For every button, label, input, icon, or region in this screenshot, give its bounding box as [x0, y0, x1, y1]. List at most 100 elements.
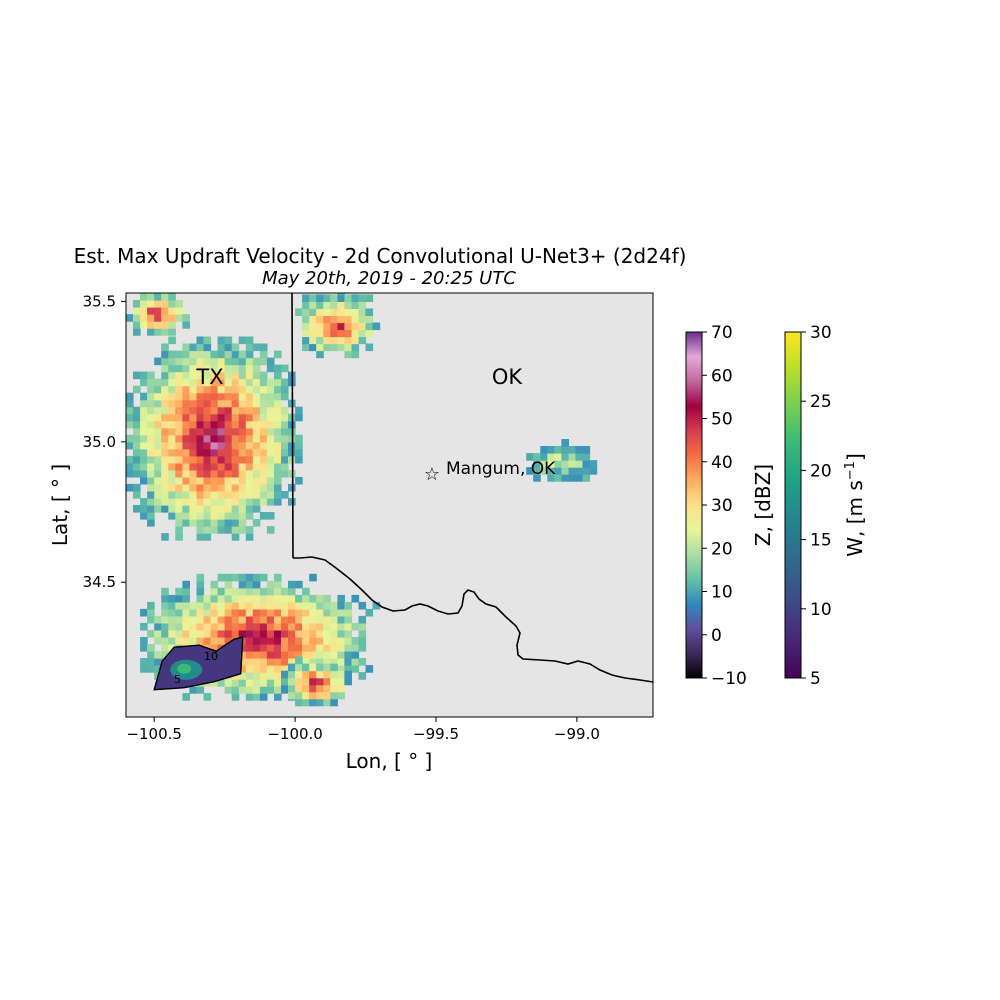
- reflectivity-pixel: [210, 679, 219, 687]
- reflectivity-pixel: [365, 343, 374, 352]
- reflectivity-pixel: [252, 392, 261, 401]
- reflectivity-pixel: [161, 441, 169, 450]
- reflectivity-pixel: [224, 580, 233, 589]
- reflectivity-pixel: [196, 637, 205, 645]
- reflectivity-pixel: [168, 420, 176, 429]
- reflectivity-pixel: [330, 315, 338, 324]
- reflectivity-pixel: [302, 670, 310, 679]
- reflectivity-pixel: [210, 469, 219, 478]
- reflectivity-pixel: [316, 322, 324, 331]
- reflectivity-pixel: [295, 406, 303, 415]
- reflectivity-pixel: [231, 519, 240, 527]
- reflectivity-pixel: [266, 420, 275, 429]
- reflectivity-pixel: [547, 460, 555, 468]
- reflectivity-pixel: [231, 455, 240, 464]
- reflectivity-pixel: [154, 293, 162, 301]
- reflectivity-pixel: [154, 406, 162, 415]
- reflectivity-pixel: [196, 491, 205, 499]
- reflectivity-pixel: [259, 406, 268, 415]
- reflectivity-pixel: [210, 580, 219, 589]
- reflectivity-pixel: [316, 308, 324, 316]
- star-marker: ☆: [424, 464, 440, 485]
- reflectivity-pixel: [365, 294, 374, 302]
- reflectivity-pixel: [323, 308, 331, 316]
- reflectivity-pixel: [182, 343, 190, 352]
- reflectivity-pixel: [330, 670, 338, 679]
- reflectivity-pixel: [217, 594, 226, 603]
- reflectivity-pixel: [175, 385, 183, 394]
- reflectivity-pixel: [126, 434, 134, 443]
- reflectivity-pixel: [133, 469, 141, 478]
- reflectivity-pixel: [224, 587, 233, 596]
- reflectivity-pixel: [309, 315, 317, 324]
- reflectivity-pixel: [133, 441, 141, 450]
- reflectivity-pixel: [245, 526, 254, 534]
- reflectivity-pixel: [330, 644, 338, 652]
- reflectivity-pixel: [330, 622, 338, 631]
- reflectivity-pixel: [337, 670, 345, 679]
- reflectivity-pixel: [575, 453, 584, 461]
- reflectivity-pixel: [323, 644, 331, 652]
- reflectivity-pixel: [281, 587, 289, 596]
- reflectivity-pixel: [154, 476, 162, 485]
- reflectivity-pixel: [330, 658, 338, 666]
- reflectivity-pixel: [126, 455, 134, 464]
- reflectivity-pixel: [252, 448, 261, 457]
- reflectivity-pixel: [154, 427, 162, 436]
- reflectivity-pixel: [351, 308, 360, 316]
- y-axis: 34.5 35.0 35.5: [83, 292, 126, 591]
- reflectivity-pixel: [196, 336, 205, 345]
- reflectivity-pixel: [295, 448, 303, 457]
- colorbar-tick-label: 20: [711, 539, 733, 559]
- reflectivity-pixel: [154, 455, 162, 464]
- colorbar-tick-label: 40: [711, 453, 733, 473]
- reflectivity-pixel: [231, 512, 240, 520]
- reflectivity-pixel: [554, 453, 562, 461]
- reflectivity-pixel: [274, 644, 282, 652]
- reflectivity-pixel: [196, 399, 205, 408]
- reflectivity-pixel: [245, 630, 254, 638]
- reflectivity-pixel: [217, 587, 226, 596]
- reflectivity-pixel: [168, 378, 176, 387]
- reflectivity-pixel: [140, 293, 148, 301]
- reflectivity-pixel: [210, 512, 219, 520]
- reflectivity-pixel: [323, 663, 331, 672]
- reflectivity-pixel: [238, 406, 247, 415]
- reflectivity-pixel: [295, 615, 303, 624]
- reflectivity-pixel: [231, 343, 240, 352]
- reflectivity-pixel: [358, 601, 367, 610]
- reflectivity-pixel: [196, 630, 205, 638]
- reflectivity-pixel: [182, 385, 190, 394]
- reflectivity-pixel: [266, 651, 275, 659]
- reflectivity-pixel: [217, 455, 226, 464]
- reflectivity-pixel: [259, 434, 268, 443]
- reflectivity-pixel: [217, 343, 226, 352]
- reflectivity-pixel: [231, 434, 240, 443]
- reflectivity-pixel: [589, 467, 598, 475]
- reflectivity-pixel: [189, 469, 197, 478]
- reflectivity-pixel: [365, 308, 374, 316]
- reflectivity-pixel: [140, 307, 148, 315]
- reflectivity-pixel: [217, 526, 226, 534]
- reflectivity-pixel: [231, 476, 240, 485]
- reflectivity-pixel: [154, 413, 162, 422]
- reflectivity-pixel: [351, 622, 360, 631]
- reflectivity-pixel: [266, 580, 275, 589]
- colorbar-w-ticks: 30 25 20 15 10 5: [801, 323, 832, 689]
- reflectivity-pixel: [140, 413, 148, 422]
- reflectivity-pixel: [161, 293, 169, 301]
- reflectivity-pixel: [302, 630, 310, 638]
- reflectivity-pixel: [196, 420, 205, 429]
- reflectivity-pixel: [168, 630, 176, 638]
- reflectivity-pixel: [351, 644, 360, 652]
- reflectivity-pixel: [295, 608, 303, 617]
- reflectivity-pixel: [154, 658, 162, 666]
- reflectivity-pixel: [189, 483, 197, 492]
- reflectivity-pixel: [245, 371, 254, 380]
- reflectivity-pixel: [316, 615, 324, 624]
- reflectivity-pixel: [288, 587, 296, 596]
- colorbar-tick-label: 25: [810, 392, 832, 412]
- reflectivity-pixel: [147, 608, 155, 617]
- reflectivity-pixel: [302, 608, 310, 617]
- reflectivity-pixel: [295, 684, 303, 693]
